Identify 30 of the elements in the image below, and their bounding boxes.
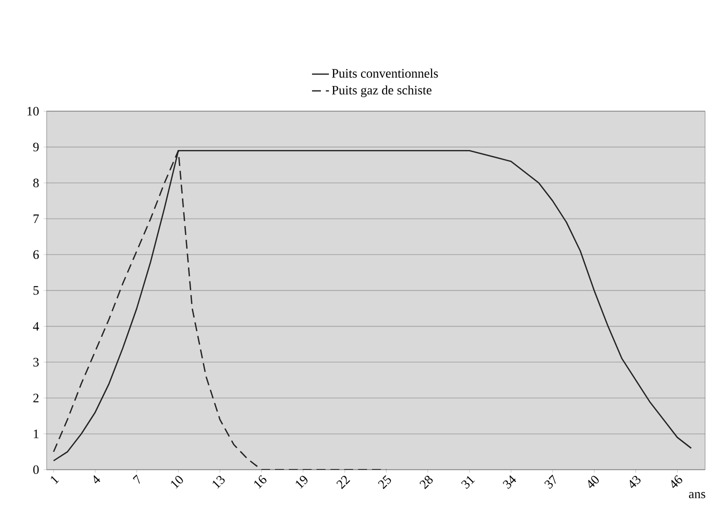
- x-tick-label: 37: [544, 474, 556, 489]
- x-tick-label: 43: [630, 476, 641, 488]
- y-tick-label: 7: [34, 214, 39, 223]
- x-tick-label: 10: [171, 476, 183, 489]
- x-tick-label: 40: [588, 476, 599, 488]
- x-axis-title: ans: [688, 492, 706, 498]
- x-tick-label: 1: [50, 476, 60, 484]
- legend-label: Puits gaz de schiste: [332, 85, 432, 97]
- x-tick-label: 7: [132, 474, 140, 484]
- y-tick-label: 8: [33, 178, 39, 188]
- y-tick-label: 2: [33, 394, 38, 402]
- x-tick-label: 4: [94, 475, 100, 484]
- y-tick-label: 0: [33, 465, 39, 474]
- x-tick-label: 16: [254, 474, 266, 488]
- x-tick-label: 22: [336, 476, 350, 489]
- y-tick-label: 1: [34, 429, 38, 438]
- y-tick-label: 3: [33, 358, 39, 366]
- x-tick-label: 25: [378, 475, 391, 489]
- x-tick-label: 46: [671, 474, 682, 488]
- legend-label: Puits conventionnels: [332, 68, 438, 78]
- y-tick-label: 10: [27, 106, 39, 116]
- y-tick-label: 5: [34, 286, 39, 295]
- y-tick-label: 4: [33, 322, 40, 330]
- y-tick-label: 6: [33, 250, 39, 259]
- x-tick-label: 31: [461, 476, 475, 489]
- x-tick-label: 28: [420, 476, 433, 489]
- x-tick-label: 34: [502, 475, 516, 489]
- x-tick-label: 19: [296, 476, 308, 488]
- x-tick-label: 13: [212, 476, 225, 488]
- y-tick-label: 9: [33, 142, 39, 152]
